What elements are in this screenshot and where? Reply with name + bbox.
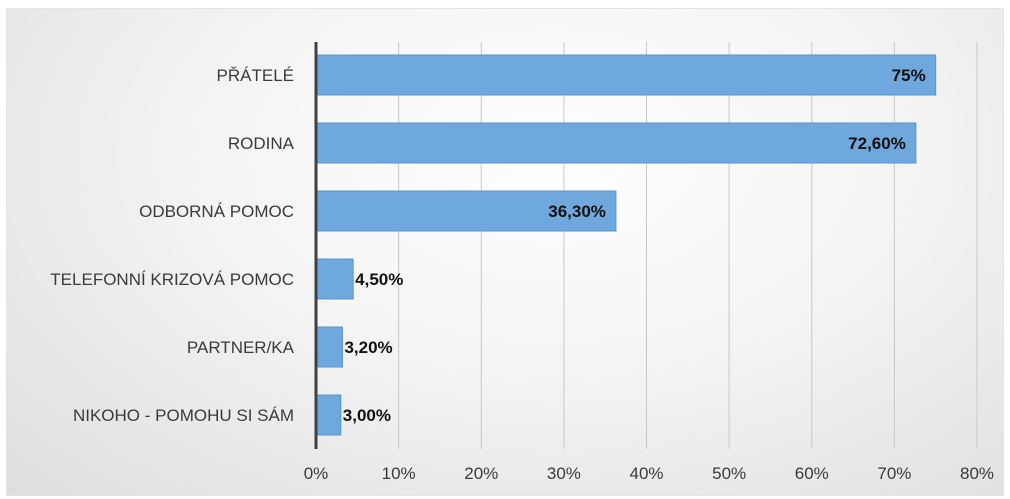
x-tick-label: 50% [712, 464, 746, 483]
bar [315, 54, 937, 96]
bar [315, 122, 917, 164]
x-tick-label: 60% [795, 464, 829, 483]
bar [315, 394, 342, 436]
data-label: 3,00% [343, 406, 391, 425]
category-labels: PŘÁTELÉ RODINA ODBORNÁ POMOC TELEFONNÍ KRIZ… [50, 66, 294, 425]
category-label: PŘÁTELÉ [217, 66, 294, 85]
category-label: NIKOHO - POMOHU SI SÁM [73, 406, 294, 425]
x-axis-tick-labels: 0% 10% 20% 30% 40% 50% 60% 70% 80% [304, 464, 994, 483]
data-label: 36,30% [548, 202, 606, 221]
data-label: 72,60% [848, 134, 906, 153]
bar [315, 258, 354, 300]
bar [315, 326, 343, 368]
data-label: 3,20% [344, 338, 392, 357]
bar-chart: PŘÁTELÉ RODINA ODBORNÁ POMOC TELEFONNÍ KRIZ… [50, 42, 994, 483]
x-tick-label: 80% [960, 464, 994, 483]
x-tick-label: 70% [877, 464, 911, 483]
data-labels: 75% 72,60% 36,30% 4,50% 3,20% 3,00% [343, 66, 926, 425]
gridlines [398, 42, 978, 449]
x-tick-label: 30% [547, 464, 581, 483]
bars [315, 54, 937, 436]
category-label: RODINA [228, 134, 295, 153]
x-tick-label: 0% [304, 464, 329, 483]
data-label: 75% [892, 66, 926, 85]
x-tick-label: 10% [382, 464, 416, 483]
chart-area: PŘÁTELÉ RODINA ODBORNÁ POMOC TELEFONNÍ KRIZ… [6, 8, 1004, 496]
x-tick-label: 40% [629, 464, 663, 483]
category-label: ODBORNÁ POMOC [139, 202, 294, 221]
category-label: PARTNER/KA [187, 338, 295, 357]
data-label: 4,50% [355, 270, 403, 289]
category-label: TELEFONNÍ KRIZOVÁ POMOC [50, 270, 294, 289]
x-tick-label: 20% [464, 464, 498, 483]
